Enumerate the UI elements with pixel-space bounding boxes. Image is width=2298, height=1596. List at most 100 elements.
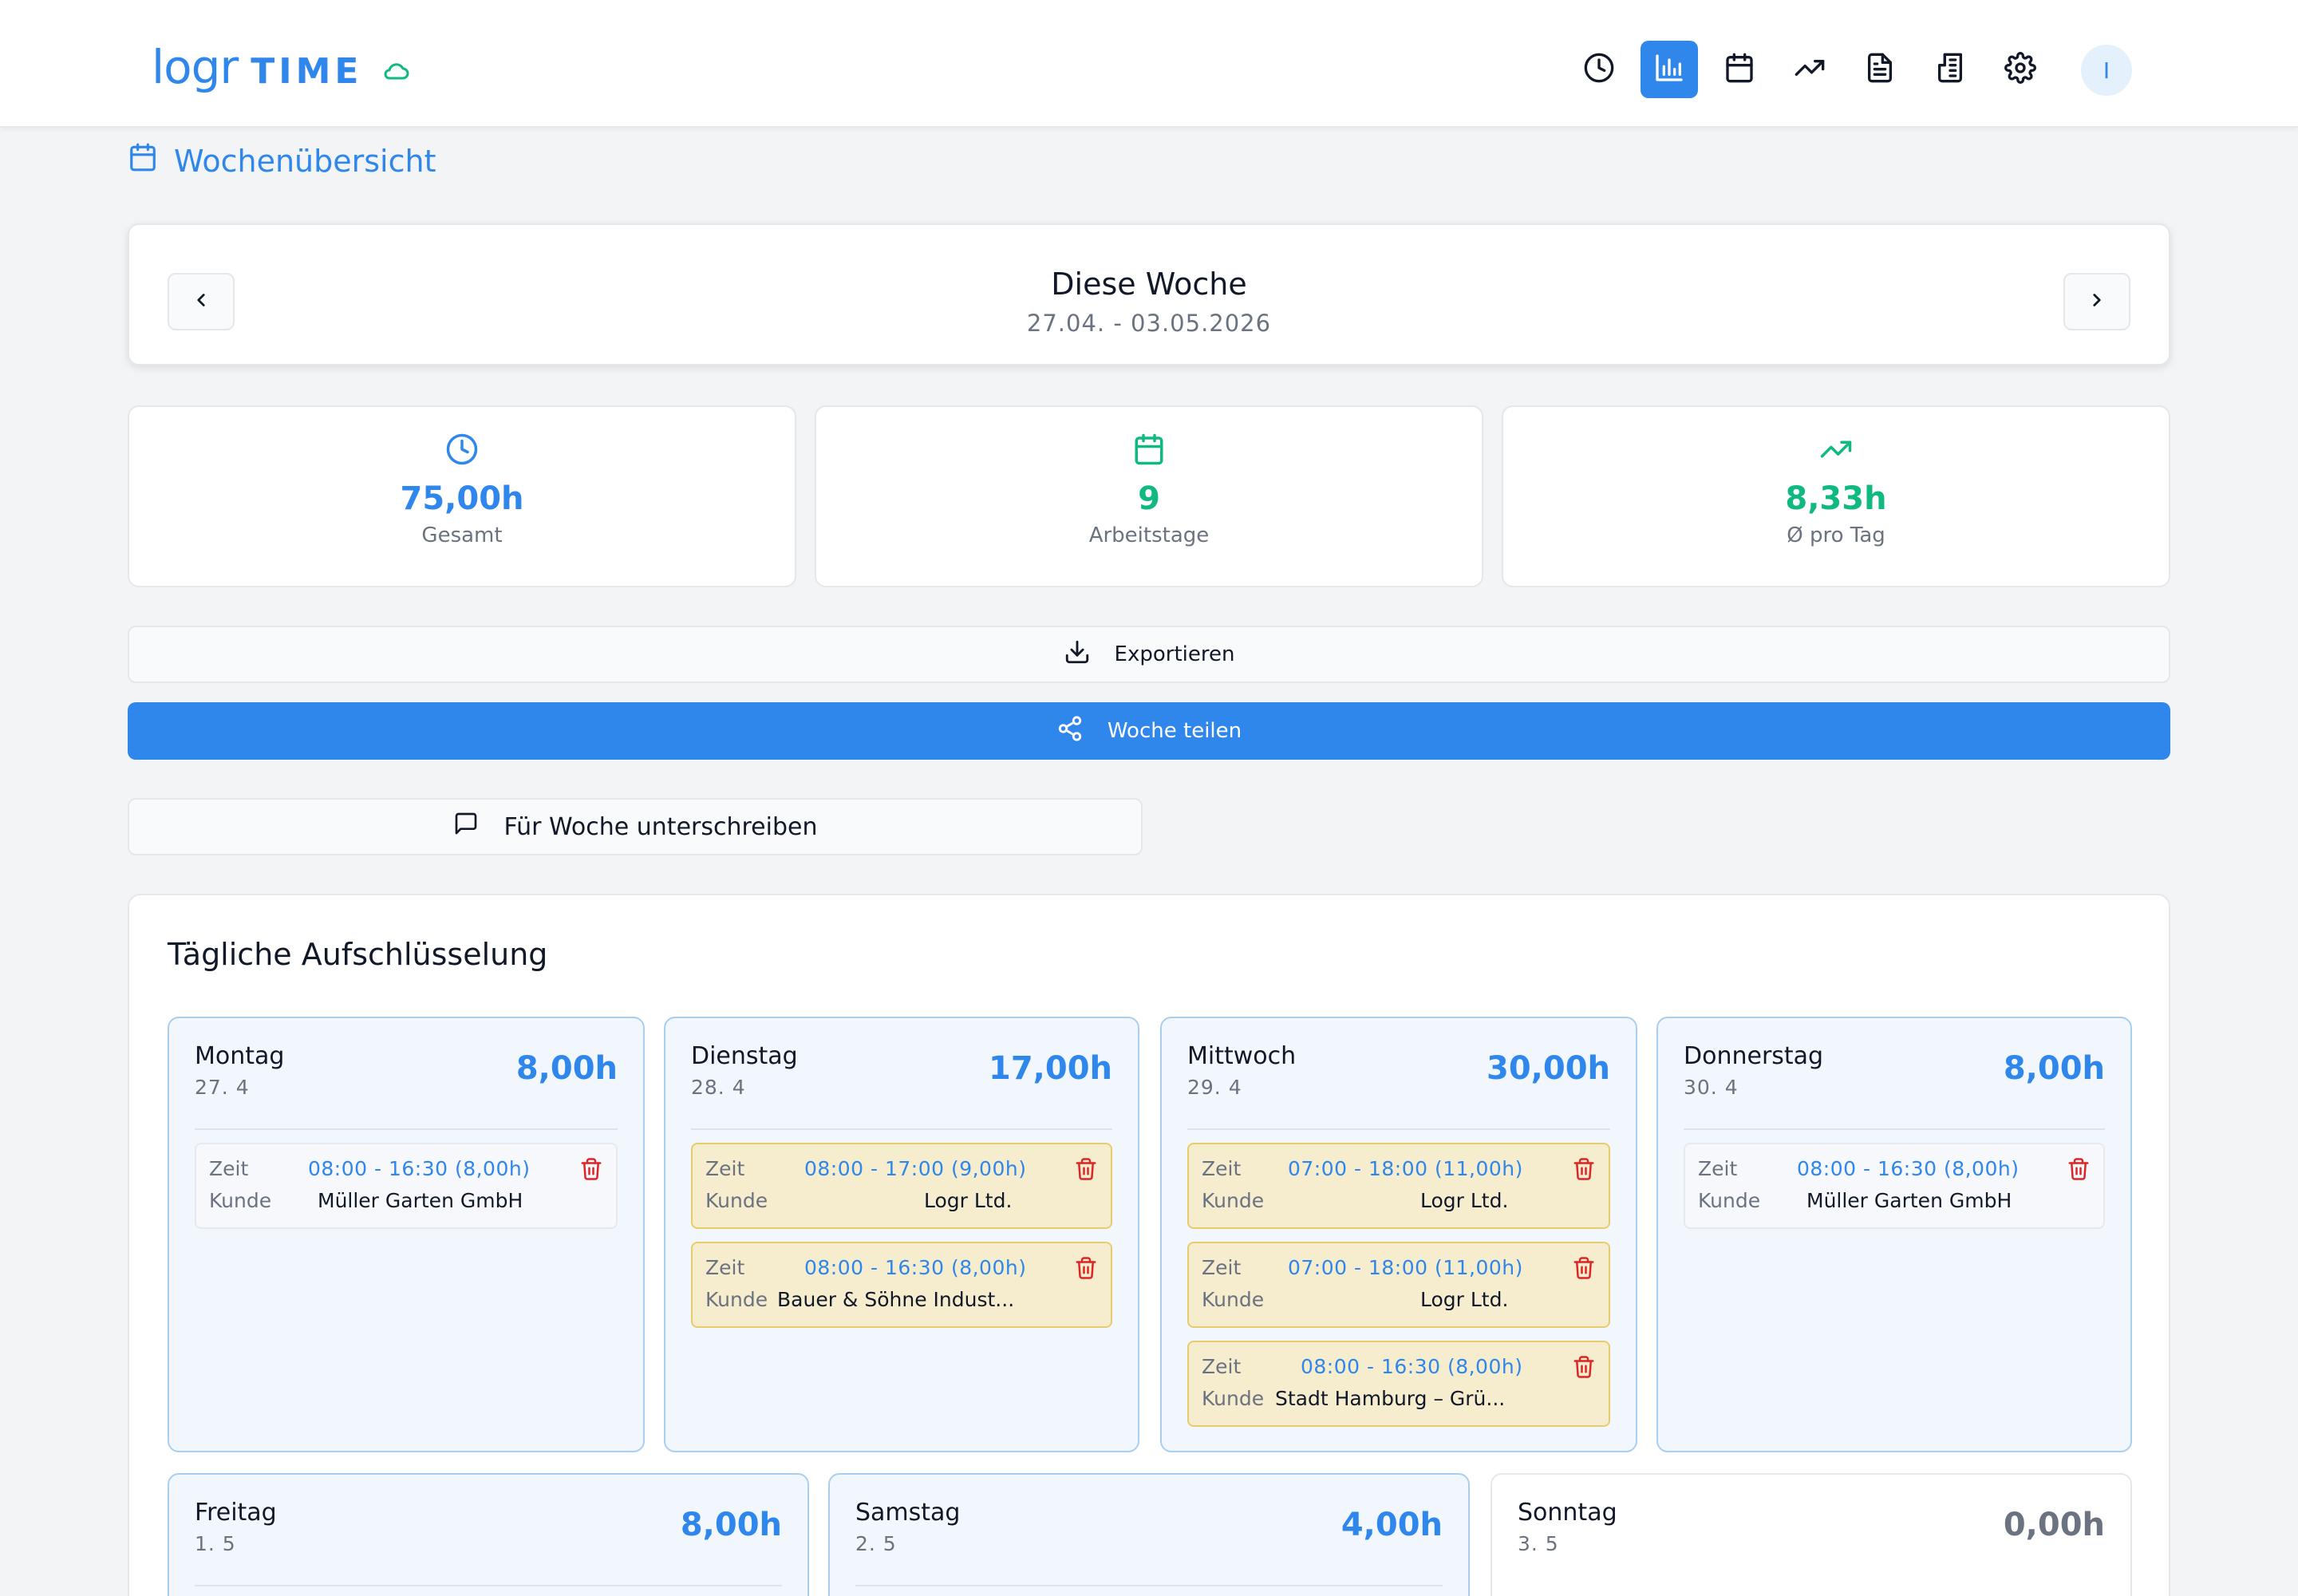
time-label: Zeit — [209, 1157, 249, 1180]
next-week-button[interactable] — [2063, 273, 2130, 330]
time-entry[interactable]: Zeit 07:00 - 18:00 (11,00h) Kunde Logr L… — [1187, 1143, 1610, 1229]
share-week-button[interactable]: Woche teilen — [128, 702, 2170, 760]
day-name: Mittwoch — [1187, 1042, 1297, 1070]
entry-time: 07:00 - 18:00 (11,00h) — [1288, 1157, 1523, 1180]
nav-statistics-button[interactable] — [1781, 41, 1838, 98]
day-total: 0,00h — [2003, 1507, 2105, 1543]
divider — [195, 1128, 618, 1130]
share-week-button-label: Woche teilen — [1107, 719, 1242, 743]
nav-invoices-button[interactable] — [1921, 41, 1979, 98]
client-label: Kunde — [209, 1189, 272, 1212]
time-label: Zeit — [705, 1256, 745, 1279]
bar-chart-icon — [1653, 52, 1685, 87]
time-entry[interactable]: Zeit 08:00 - 16:30 (8,00h) Kunde Bauer &… — [691, 1242, 1112, 1328]
page-title: Wochenübersicht — [128, 142, 436, 180]
entry-client: Müller Garten GmbH — [318, 1189, 523, 1212]
trash-icon[interactable] — [1074, 1157, 1098, 1184]
message-square-icon — [453, 811, 504, 843]
entry-time: 08:00 - 16:30 (8,00h) — [1301, 1355, 1523, 1378]
entry-client: Stadt Hamburg – Grü... — [1275, 1387, 1506, 1410]
entry-time: 07:00 - 18:00 (11,00h) — [1288, 1256, 1523, 1279]
day-date: 29. 4 — [1187, 1076, 1242, 1099]
client-label: Kunde — [1202, 1189, 1265, 1212]
divider — [195, 1585, 782, 1586]
nav-calendar-button[interactable] — [1711, 41, 1768, 98]
stat-total-label: Gesamt — [421, 523, 503, 547]
client-label: Kunde — [1202, 1288, 1265, 1311]
divider — [1684, 1128, 2105, 1130]
day-name: Freitag — [195, 1499, 277, 1527]
entry-time: 08:00 - 16:30 (8,00h) — [1797, 1157, 2020, 1180]
trash-icon[interactable] — [1572, 1157, 1596, 1184]
day-total: 8,00h — [2003, 1050, 2105, 1087]
day-date: 2. 5 — [855, 1532, 897, 1555]
nav-documents-button[interactable] — [1851, 41, 1909, 98]
entry-client: Bauer & Söhne Indust... — [777, 1288, 1015, 1311]
entry-time: 08:00 - 17:00 (9,00h) — [804, 1157, 1027, 1180]
clock-icon — [1583, 52, 1615, 87]
entry-client: Logr Ltd. — [924, 1189, 1013, 1212]
stat-average-label: Ø pro Tag — [1787, 523, 1885, 547]
stat-card-total: 75,00h Gesamt — [128, 405, 796, 587]
day-card-tuesday: Dienstag 28. 4 17,00h Zeit 08:00 - 17:00… — [664, 1017, 1139, 1452]
day-date: 28. 4 — [691, 1076, 746, 1099]
calendar-icon — [816, 433, 1482, 466]
nav-time-tracking-button[interactable] — [1570, 41, 1628, 98]
divider — [691, 1128, 1112, 1130]
day-total: 30,00h — [1487, 1050, 1610, 1087]
daily-breakdown-title: Tägliche Aufschlüsselung — [168, 937, 548, 972]
sign-week-button[interactable]: Für Woche unterschreiben — [128, 798, 1143, 855]
settings-icon — [2004, 52, 2036, 87]
stat-workdays-label: Arbeitstage — [1088, 523, 1210, 547]
clock-icon — [129, 433, 795, 466]
time-entry[interactable]: Zeit 08:00 - 16:30 (8,00h) Kunde Müller … — [195, 1143, 618, 1229]
app-logo[interactable]: logr TIME — [152, 40, 409, 94]
entry-client: Müller Garten GmbH — [1806, 1189, 2012, 1212]
day-total: 8,00h — [680, 1507, 782, 1543]
entry-time: 08:00 - 16:30 (8,00h) — [804, 1256, 1027, 1279]
trash-icon[interactable] — [2067, 1157, 2091, 1184]
day-card-saturday: Samstag 2. 5 4,00h — [828, 1473, 1470, 1596]
time-entry[interactable]: Zeit 08:00 - 17:00 (9,00h) Kunde Logr Lt… — [691, 1143, 1112, 1229]
logo-sub-text: TIME — [251, 51, 363, 92]
export-button[interactable]: Exportieren — [128, 626, 2170, 683]
time-label: Zeit — [1698, 1157, 1738, 1180]
nav-settings-button[interactable] — [1992, 41, 2049, 98]
trash-icon[interactable] — [1572, 1355, 1596, 1382]
export-button-label: Exportieren — [1114, 642, 1235, 666]
stat-total-value: 75,00h — [400, 480, 524, 517]
top-bar: logr TIME I — [0, 0, 2298, 128]
chevron-right-icon — [2087, 290, 2107, 314]
sign-week-button-label: Für Woche unterschreiben — [503, 812, 818, 841]
day-name: Dienstag — [691, 1042, 798, 1070]
user-avatar[interactable]: I — [2081, 45, 2132, 96]
trending-up-icon — [1794, 52, 1826, 87]
stat-card-average: 8,33h Ø pro Tag — [1502, 405, 2170, 587]
time-entry[interactable]: Zeit 07:00 - 18:00 (11,00h) Kunde Logr L… — [1187, 1242, 1610, 1328]
stat-card-workdays: 9 Arbeitstage — [815, 405, 1483, 587]
day-card-friday: Freitag 1. 5 8,00h — [168, 1473, 809, 1596]
day-card-monday: Montag 27. 4 8,00h Zeit 08:00 - 16:30 (8… — [168, 1017, 645, 1452]
entry-client: Logr Ltd. — [1420, 1288, 1509, 1311]
client-label: Kunde — [705, 1189, 768, 1212]
trash-icon[interactable] — [1074, 1256, 1098, 1283]
week-title: Diese Woche — [1051, 267, 1247, 302]
previous-week-button[interactable] — [168, 273, 235, 330]
day-card-sunday: Sonntag 3. 5 0,00h — [1491, 1473, 2132, 1596]
time-label: Zeit — [1202, 1256, 1242, 1279]
client-label: Kunde — [1698, 1189, 1761, 1212]
trash-icon[interactable] — [579, 1157, 603, 1184]
trash-icon[interactable] — [1572, 1256, 1596, 1283]
calendar-icon — [128, 142, 174, 180]
entry-time: 08:00 - 16:30 (8,00h) — [308, 1157, 531, 1180]
day-date: 27. 4 — [195, 1076, 250, 1099]
day-date: 3. 5 — [1518, 1532, 1559, 1555]
stat-workdays-value: 9 — [1138, 480, 1160, 517]
day-date: 1. 5 — [195, 1532, 236, 1555]
nav-week-overview-button[interactable] — [1641, 41, 1698, 98]
trending-up-icon — [1503, 433, 2169, 466]
client-label: Kunde — [705, 1288, 768, 1311]
time-entry[interactable]: Zeit 08:00 - 16:30 (8,00h) Kunde Stadt H… — [1187, 1341, 1610, 1427]
stat-average-value: 8,33h — [1785, 480, 1887, 517]
time-entry[interactable]: Zeit 08:00 - 16:30 (8,00h) Kunde Müller … — [1684, 1143, 2105, 1229]
